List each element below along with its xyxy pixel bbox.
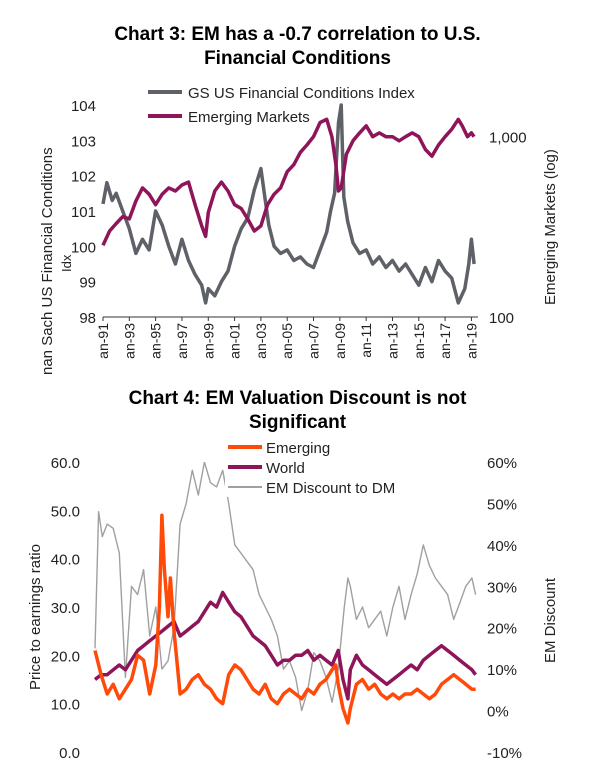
chart4-y-right-tick: 30% <box>487 579 517 596</box>
chart4-y-left-tick: 10.0 <box>51 697 80 714</box>
chart3-x-tick-label: an-17 <box>437 323 453 359</box>
chart3-y-right-tick: 100 <box>489 310 514 327</box>
chart4-series-world <box>93 590 477 701</box>
chart4-y-right-tick: 60% <box>487 455 517 472</box>
chart3-y-left-tick: 99 <box>79 275 96 292</box>
chart4-series-emerging <box>93 513 476 725</box>
chart3-y-left-label-tail: Idx <box>59 254 74 272</box>
chart4-y-left-tick: 60.0 <box>51 455 80 472</box>
chart3-title-line2: Financial Conditions <box>204 48 391 69</box>
chart4-legend-label-world: World <box>266 460 305 477</box>
chart3-y-right-label: Emerging Markets (log) <box>542 149 559 305</box>
chart4-y-right-tick: 20% <box>487 621 517 638</box>
chart3-series-gs <box>101 103 476 305</box>
chart3-x-tick-label: an-07 <box>306 323 322 359</box>
chart3-series-em <box>101 117 476 247</box>
chart3-x-tick-label: an-03 <box>253 323 269 359</box>
chart3-svg: 98 99 100 101 102 103 104 100 1,000 an-91 an-93 an-… <box>39 85 559 375</box>
chart3-x-tick-label: an-15 <box>411 323 427 359</box>
chart3-y-left-label: nan Sach US Financial Conditions <box>39 147 56 375</box>
chart4-y-left-label: Price to earnings ratio <box>27 544 44 690</box>
chart3-x-tick-label: an-91 <box>95 323 111 359</box>
chart3-y-right-tick: 1,000 <box>489 130 527 147</box>
chart3-title-line1: Chart 3: EM has a -0.7 correlation to U.… <box>114 24 481 45</box>
chart3-y-left-tick: 98 <box>79 310 96 327</box>
chart4-title: Chart 4: EM Valuation Discount is not Si… <box>0 387 595 435</box>
chart3-y-left-tick: 100 <box>71 239 96 256</box>
chart4-title-line2: Significant <box>248 412 347 433</box>
chart4-legend-bg <box>225 439 365 457</box>
chart4-legend-label-emerging: Emerging <box>266 440 330 457</box>
chart3-x-tick-label: an-19 <box>463 323 479 359</box>
chart3-y-left-tick: 103 <box>71 133 96 150</box>
chart3-x-tick-label: an-13 <box>384 323 400 359</box>
chart4-y-left-tick: 0.0 <box>59 745 80 762</box>
chart3-legend-label-gs: GS US Financial Conditions Index <box>188 85 415 102</box>
chart4-y-right-tick: 40% <box>487 538 517 555</box>
chart4-y-right-tick: 0% <box>487 704 509 721</box>
chart4-svg: 0.0 10.0 20.0 30.0 40.0 50.0 60.0 -10% 0% 10% 20% 3… <box>27 439 559 762</box>
chart3-title: Chart 3: EM has a -0.7 correlation to U.… <box>0 23 595 71</box>
chart3-y-left-tick: 102 <box>71 169 96 186</box>
chart3-x-tick-label: an-09 <box>332 323 348 359</box>
chart3-x-tick-label: an-11 <box>358 323 374 358</box>
chart3-y-left-tick: 104 <box>71 98 96 115</box>
chart3-legend-label-em: Emerging Markets <box>188 109 310 126</box>
chart3-x-tick-label: an-05 <box>279 323 295 359</box>
chart4-title-line1: Chart 4: EM Valuation Discount is not <box>128 388 467 409</box>
chart4-y-left-tick: 20.0 <box>51 648 80 665</box>
chart3-x-tick-label: an-01 <box>227 323 243 359</box>
chart3-x-tick-label: an-99 <box>200 323 216 359</box>
chart4-y-left-tick: 30.0 <box>51 600 80 617</box>
chart4-y-right-label: EM Discount <box>542 577 559 663</box>
chart3-x-tick-label: an-93 <box>121 323 137 359</box>
chart4-series-discount <box>94 462 477 712</box>
chart4-y-left-tick: 50.0 <box>51 503 80 520</box>
chart4-y-right-tick: -10% <box>487 745 522 762</box>
chart4-legend-bg <box>225 479 365 497</box>
chart3-x-tick-label: an-97 <box>174 323 190 359</box>
chart4-y-right-tick: 10% <box>487 662 517 679</box>
chart3-y-left-tick: 101 <box>71 204 96 221</box>
chart4-y-right-tick: 50% <box>487 496 517 513</box>
chart4-legend-label-discount: EM Discount to DM <box>266 480 395 497</box>
chart3-x-tick-label: an-95 <box>148 323 164 359</box>
chart4-y-left-tick: 40.0 <box>51 552 80 569</box>
chart4-legend-bg <box>225 459 365 477</box>
